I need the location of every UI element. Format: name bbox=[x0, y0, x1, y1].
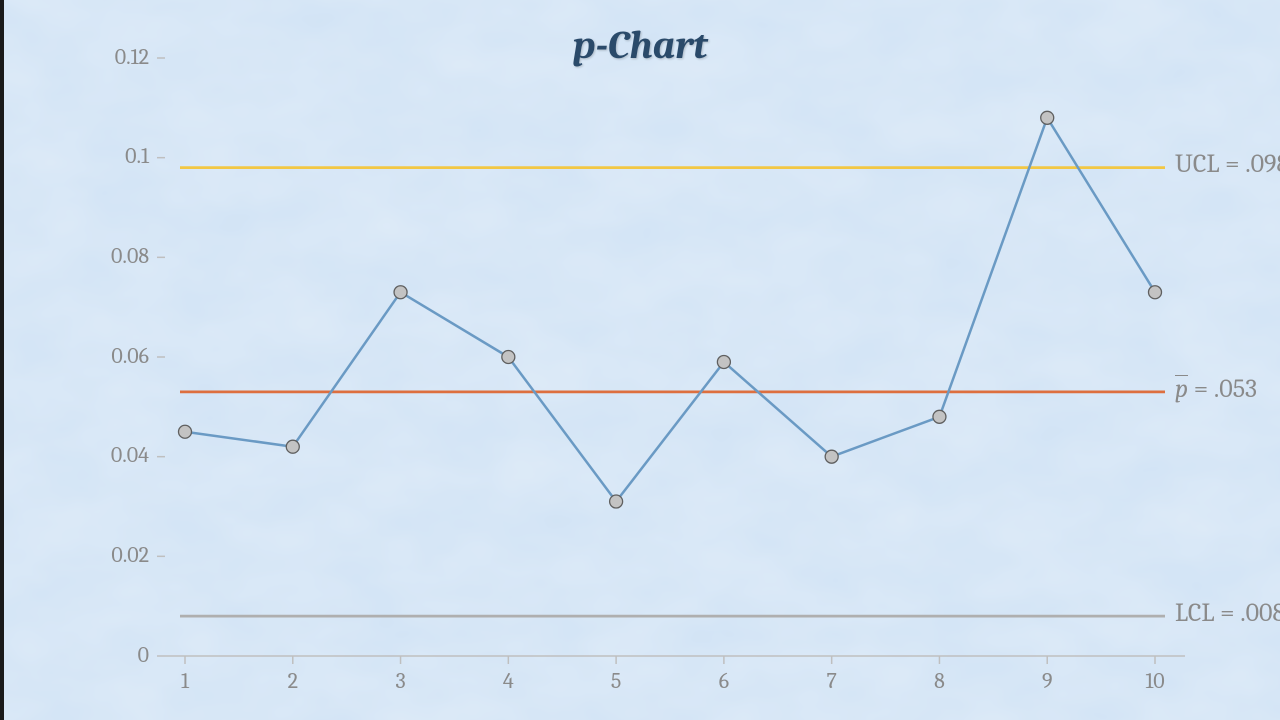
y-tick-label: 0.06 bbox=[111, 343, 149, 369]
x-tick-label: 1 bbox=[165, 668, 205, 694]
x-tick-label: 4 bbox=[488, 668, 528, 694]
x-tick-label: 7 bbox=[812, 668, 852, 694]
pbar-label: p = .053 bbox=[1175, 374, 1257, 404]
x-tick-label: 10 bbox=[1135, 668, 1175, 694]
y-tick-label: 0 bbox=[138, 642, 149, 668]
x-tick-label: 3 bbox=[381, 668, 421, 694]
y-tick-label: 0.02 bbox=[111, 542, 149, 568]
x-tick-label: 6 bbox=[704, 668, 744, 694]
lcl-label: LCL = .008 bbox=[1175, 598, 1280, 628]
y-tick-label: 0.12 bbox=[115, 44, 149, 70]
y-tick-label: 0.08 bbox=[111, 243, 149, 269]
x-tick-label: 2 bbox=[273, 668, 313, 694]
x-tick-label: 9 bbox=[1027, 668, 1067, 694]
x-tick-label: 8 bbox=[919, 668, 959, 694]
ucl-label: UCL = .098 bbox=[1175, 149, 1280, 179]
y-tick-label: 0.1 bbox=[125, 143, 149, 169]
p-chart: p-Chart 00.020.040.060.080.10.1212345678… bbox=[0, 0, 1280, 720]
y-tick-label: 0.04 bbox=[111, 442, 149, 468]
chart-plot bbox=[0, 0, 1280, 720]
x-tick-label: 5 bbox=[596, 668, 636, 694]
